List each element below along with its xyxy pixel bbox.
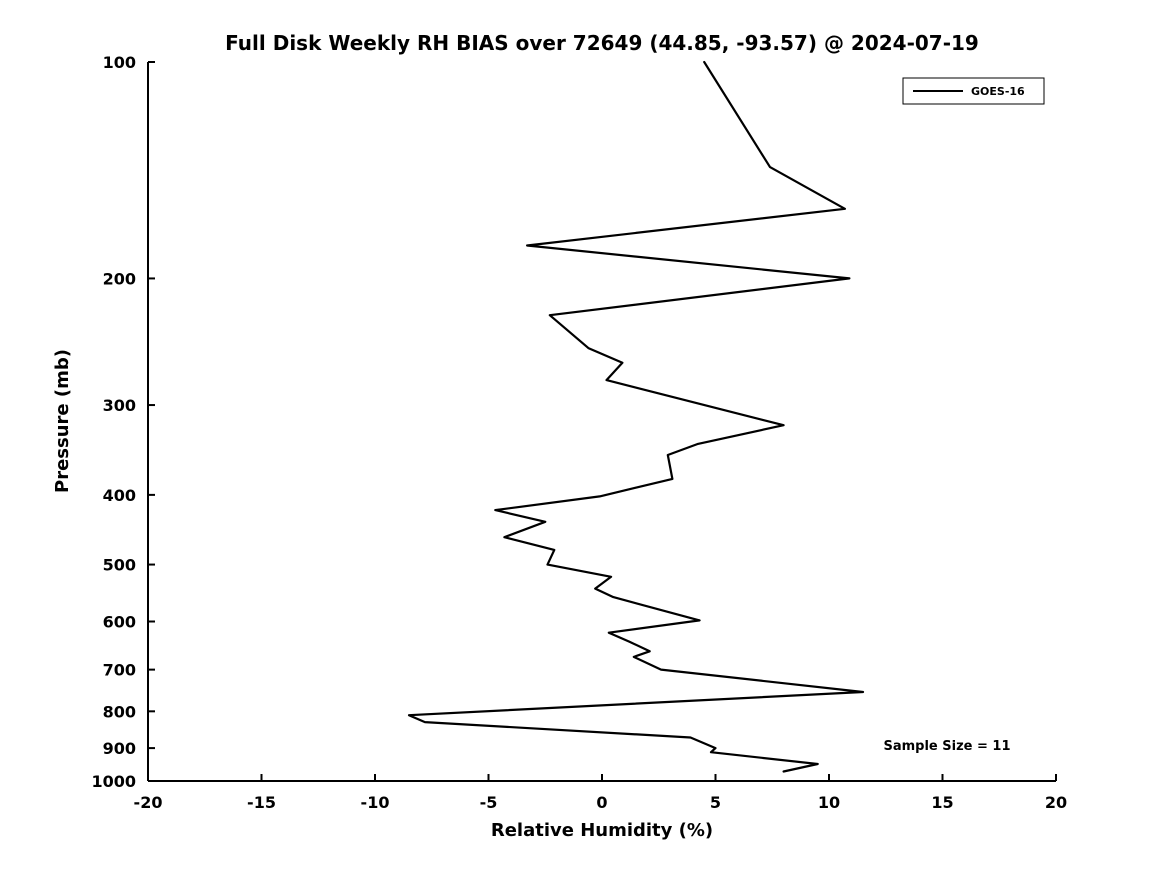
x-tick-label: -5 xyxy=(480,793,498,812)
x-tick-label: -20 xyxy=(134,793,163,812)
series-line xyxy=(407,60,865,773)
y-tick-label: 800 xyxy=(103,702,136,721)
legend-label: GOES-16 xyxy=(971,85,1025,98)
y-tick-label: 700 xyxy=(103,661,136,680)
x-tick-label: 0 xyxy=(596,793,607,812)
y-tick-label: 1000 xyxy=(91,772,136,791)
y-axis-label: Pressure (mb) xyxy=(52,349,73,493)
y-tick-label: 100 xyxy=(103,53,136,72)
y-tick-label: 500 xyxy=(103,556,136,575)
x-tick-label: 5 xyxy=(710,793,721,812)
chart-title: Full Disk Weekly RH BIAS over 72649 (44.… xyxy=(225,31,979,55)
x-tick-label: -15 xyxy=(247,793,276,812)
legend: GOES-16 xyxy=(902,77,1045,105)
x-tick-label: -10 xyxy=(361,793,390,812)
data-line-goes16 xyxy=(407,60,865,773)
x-tick-label: 20 xyxy=(1045,793,1067,812)
y-tick-label: 200 xyxy=(103,269,136,288)
x-axis-label: Relative Humidity (%) xyxy=(491,820,713,841)
y-tick-label: 400 xyxy=(103,486,136,505)
y-tick-label: 900 xyxy=(103,739,136,758)
sample-size-annotation: Sample Size = 11 xyxy=(883,739,1010,754)
y-tick-label: 600 xyxy=(103,612,136,631)
axes: -20 -15 -10 -5 0 5 10 15 20 100 200 300 400 500 600 700… xyxy=(91,53,1067,812)
y-tick-label: 300 xyxy=(103,396,136,415)
x-tick-label: 10 xyxy=(818,793,840,812)
x-tick-label: 15 xyxy=(931,793,953,812)
